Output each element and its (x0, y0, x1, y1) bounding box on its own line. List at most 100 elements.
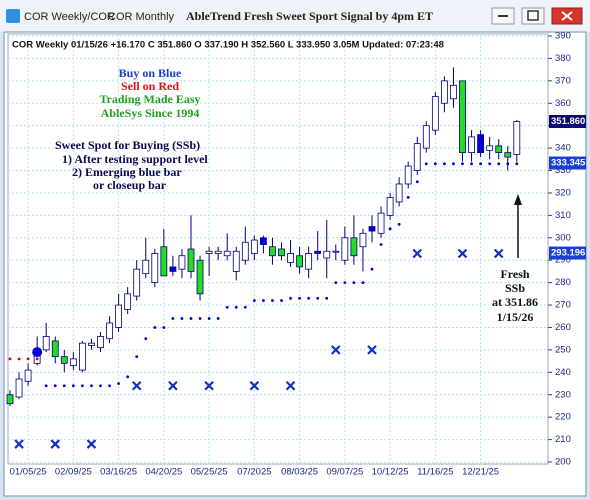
stop-dot (316, 296, 320, 300)
stop-dot (90, 384, 93, 388)
candle-body (468, 136, 475, 153)
x-marker (249, 380, 260, 391)
tab[interactable]: COR Monthly (108, 11, 175, 23)
x-marker (50, 439, 61, 449)
stop-dot (470, 162, 473, 166)
annotation: 1/15/26 (497, 310, 534, 324)
annotation: at 351.86 (492, 295, 538, 309)
annotation: 1) After testing support level (62, 152, 208, 166)
price-tag-label: 351.860 (551, 116, 585, 127)
stop-dot (479, 162, 482, 166)
candle-body (513, 121, 521, 155)
y-tick-label: 260 (555, 322, 571, 333)
stop-dot (307, 296, 311, 300)
stop-dot (171, 317, 175, 320)
candle-body (440, 80, 448, 104)
stop-dot (488, 162, 492, 166)
app-icon (6, 9, 20, 23)
close-icon (561, 11, 573, 21)
candle-body (223, 250, 231, 257)
candle-body (269, 246, 276, 257)
x-tick-label: 11/16/25 (417, 467, 453, 478)
x-marker (204, 380, 214, 391)
stop-dot (216, 317, 220, 320)
stop-dot (99, 384, 102, 388)
stop-dot (234, 305, 238, 309)
y-tick-label: 270 (555, 300, 571, 311)
candle-body (377, 212, 385, 234)
stop-dot (515, 162, 519, 166)
annotation: SSb (505, 281, 525, 295)
stop-dot (443, 162, 446, 166)
candle-body (214, 250, 222, 254)
candle-body (15, 378, 23, 398)
candle-body (60, 356, 68, 364)
candle-body (6, 394, 14, 405)
maximize-icon (527, 10, 539, 21)
candle-body (42, 336, 50, 351)
candle-body (241, 241, 249, 261)
candle-body (124, 293, 132, 310)
candle-body (232, 250, 240, 272)
stop-dot (35, 357, 39, 361)
stop-dot (280, 299, 283, 302)
candle-body (259, 237, 267, 245)
stop-dot (262, 299, 265, 302)
stop-dot (189, 317, 193, 320)
stop-dot (225, 305, 229, 309)
stop-dot (343, 281, 347, 285)
candle-body (386, 197, 394, 216)
price-tag-label: 333.345 (551, 158, 586, 169)
candle-body (187, 248, 195, 272)
stop-dot (252, 299, 256, 302)
candle-body (495, 145, 503, 153)
y-tick-label: 300 (555, 232, 571, 243)
stop-dot (379, 243, 383, 246)
annotation: Trading Made Easy (99, 92, 200, 106)
stop-dot (135, 355, 139, 359)
stop-dot (397, 222, 401, 226)
y-tick-label: 310 (555, 210, 571, 221)
tab[interactable]: COR Weekly/COR (24, 11, 115, 23)
x-marker (86, 439, 97, 449)
candle-body (450, 84, 457, 100)
candle-body (359, 232, 367, 248)
candle-body (395, 183, 403, 203)
price-tag (549, 156, 586, 170)
y-tick-label: 390 (555, 31, 571, 42)
y-tick-label: 210 (555, 434, 571, 445)
candle-body (88, 342, 95, 346)
stop-dot (388, 227, 392, 231)
x-tick-label: 05/25/25 (191, 467, 228, 478)
y-tick-label: 200 (555, 457, 571, 468)
x-tick-label: 09/07/25 (326, 467, 363, 478)
stop-dot (334, 281, 338, 285)
stop-dot (71, 384, 75, 388)
candle-body (314, 250, 322, 254)
annotation: Sweet Spot for Buying (SSb) (55, 138, 200, 152)
candle-body (305, 253, 313, 270)
window-title: AbleTrend Fresh Sweet Sport Signal by 4p… (186, 9, 433, 23)
x-tick-label: 08/03/25 (281, 467, 318, 478)
candle-body (133, 268, 141, 297)
stop-dot (370, 267, 374, 271)
x-marker (331, 345, 341, 355)
stop-dot (298, 296, 301, 300)
x-marker (14, 439, 24, 449)
candle-body (106, 322, 113, 340)
candle-body (142, 259, 150, 275)
stop-dot (452, 162, 455, 166)
candle-body (24, 369, 32, 382)
stop-dot (8, 357, 12, 361)
price-tag (549, 246, 586, 260)
stop-dot (44, 384, 48, 388)
stop-dot (153, 326, 157, 329)
annotation: AbleSys Since 1994 (101, 106, 200, 120)
stop-dot (53, 384, 57, 388)
y-tick-label: 370 (555, 75, 571, 86)
price-tag-label: 293.196 (551, 248, 585, 259)
y-tick-label: 240 (555, 367, 571, 378)
candle-body (160, 246, 168, 277)
x-marker (285, 380, 296, 391)
